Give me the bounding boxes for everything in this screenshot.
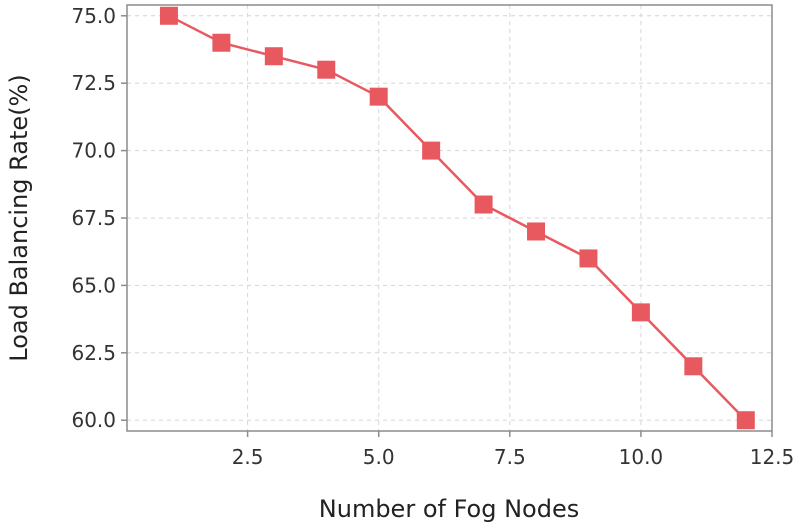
- data-point-marker: [369, 87, 388, 106]
- y-tick-label: 60.0: [71, 408, 116, 432]
- x-axis: 2.5 5.0 7.5 10.0 12.5: [232, 431, 795, 469]
- data-point-marker: [684, 357, 703, 376]
- data-point-marker: [212, 33, 231, 52]
- y-tick-label: 67.5: [71, 206, 116, 230]
- data-point-marker: [474, 195, 493, 214]
- x-tick-label: 2.5: [232, 445, 264, 469]
- grid-lines: [127, 5, 773, 431]
- data-point-marker: [317, 60, 336, 79]
- x-axis-title: Number of Fog Nodes: [319, 495, 579, 523]
- data-point-marker: [527, 222, 546, 241]
- y-axis: 60.0 62.5 65.0 67.5 70.0 72.5 75.0: [71, 4, 127, 432]
- y-axis-title: Load Balancing Rate(%): [5, 74, 33, 361]
- x-tick-label: 10.0: [619, 445, 664, 469]
- data-point-marker: [579, 249, 598, 268]
- data-point-marker: [631, 303, 650, 322]
- data-point-marker: [736, 411, 755, 430]
- data-point-marker: [422, 141, 441, 160]
- x-tick-label: 7.5: [494, 445, 526, 469]
- series-layer: [159, 6, 755, 430]
- y-tick-label: 72.5: [71, 71, 116, 95]
- data-point-marker: [159, 6, 178, 25]
- x-tick-label: 5.0: [363, 445, 395, 469]
- y-tick-label: 65.0: [71, 273, 116, 297]
- y-tick-label: 62.5: [71, 341, 116, 365]
- x-tick-label: 12.5: [750, 445, 795, 469]
- y-tick-label: 70.0: [71, 139, 116, 163]
- y-tick-label: 75.0: [71, 4, 116, 28]
- data-point-marker: [264, 47, 283, 66]
